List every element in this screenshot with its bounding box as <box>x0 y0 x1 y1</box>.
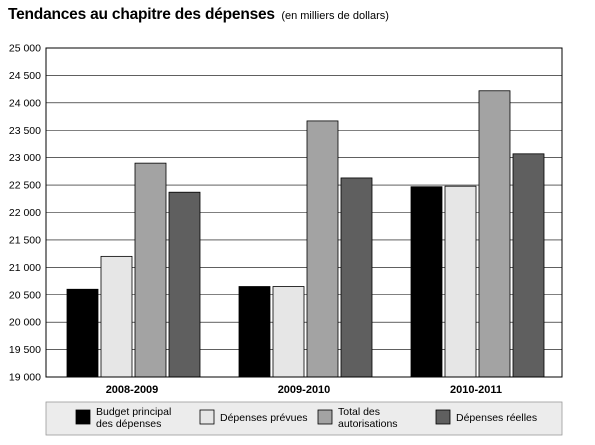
legend-swatch <box>435 409 451 425</box>
plot-frame <box>45 47 563 378</box>
x-tick-label: 2010-2011 <box>450 384 502 396</box>
bar <box>306 120 339 378</box>
y-tick-label: 22 500 <box>9 180 41 192</box>
y-tick-label: 23 500 <box>9 125 41 137</box>
legend-swatch <box>317 409 333 425</box>
bar <box>410 186 443 378</box>
legend-label: Dépenses prévues <box>220 412 308 424</box>
legend-label: autorisations <box>338 418 398 430</box>
legend-swatch <box>75 409 91 425</box>
y-tick-label: 25 000 <box>9 43 41 55</box>
x-tick-label: 2008-2009 <box>106 384 159 396</box>
y-tick-label: 24 000 <box>9 97 41 109</box>
y-tick-label: 19 000 <box>9 372 41 384</box>
x-tick-label: 2009-2010 <box>278 384 331 396</box>
chart-title: Tendances au chapitre des dépenses <box>8 6 275 23</box>
legend-box <box>45 401 563 436</box>
legend-label: Total des <box>338 406 380 418</box>
y-tick-label: 20 000 <box>9 317 41 329</box>
y-tick-label: 22 000 <box>9 207 41 219</box>
legend-label: des dépenses <box>96 418 161 430</box>
bar <box>512 153 545 378</box>
bar <box>444 185 477 378</box>
legend-label: Budget principal <box>96 406 171 418</box>
chart-subtitle: (en milliers de dollars) <box>281 10 389 22</box>
bar <box>134 162 167 378</box>
y-tick-label: 24 500 <box>9 70 41 82</box>
y-tick-label: 21 000 <box>9 262 41 274</box>
bar <box>238 286 271 378</box>
bar <box>478 90 511 378</box>
bar <box>340 177 373 378</box>
bar <box>100 255 133 378</box>
bar <box>168 191 201 378</box>
bar <box>272 286 305 378</box>
legend-swatch <box>199 409 215 425</box>
y-tick-label: 20 500 <box>9 289 41 301</box>
y-tick-label: 21 500 <box>9 234 41 246</box>
legend-label: Dépenses réelles <box>456 412 537 424</box>
bar <box>66 288 99 378</box>
y-tick-label: 19 500 <box>9 344 41 356</box>
y-tick-label: 23 000 <box>9 152 41 164</box>
chart-title-row: Tendances au chapitre des dépenses (en m… <box>8 6 389 24</box>
